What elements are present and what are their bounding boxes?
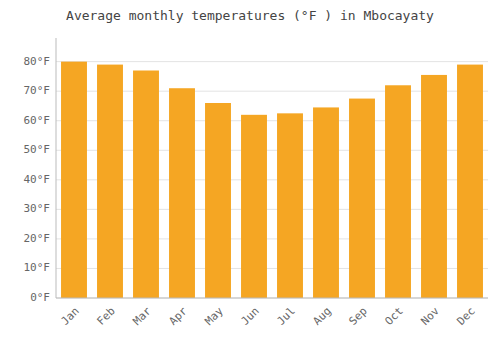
y-tick-label: 0°F: [30, 291, 50, 304]
bar: [133, 71, 159, 299]
grid: [56, 62, 488, 298]
y-tick-label: 70°F: [24, 84, 51, 97]
y-axis-line: [56, 38, 57, 298]
bar: [349, 99, 375, 298]
x-tick-label: Jul: [275, 305, 298, 328]
chart-container: 0°F 10°F 20°F 30°F 40°F 50°F 60°F 70°F 80°F Jan Fe…: [0, 0, 500, 350]
y-tick-label: 60°F: [24, 114, 51, 127]
bar: [169, 88, 195, 298]
y-tick-label: 10°F: [24, 261, 51, 274]
x-axis: Jan Feb Mar Apr May Jun Jul Aug Sep Oct Nov Dec: [56, 298, 488, 328]
bar: [385, 85, 411, 298]
x-tick-label: Apr: [167, 304, 191, 328]
bar: [421, 75, 447, 298]
y-axis: 0°F 10°F 20°F 30°F 40°F 50°F 60°F 70°F 80°F: [24, 38, 57, 304]
x-tick-label: Sep: [347, 305, 370, 328]
x-tick-label: Aug: [311, 305, 334, 328]
bars: [61, 62, 483, 298]
grid-line: [56, 298, 488, 299]
grid-line: [56, 61, 488, 62]
x-tick-label: Nov: [419, 304, 443, 328]
y-tick-label: 30°F: [24, 202, 51, 215]
x-tick-label: Feb: [95, 305, 118, 328]
y-tick-label: 40°F: [24, 173, 51, 186]
chart-title: Average monthly temperatures (°F ) in Mb…: [66, 8, 434, 23]
bar: [205, 103, 231, 298]
x-tick-label: Mar: [131, 304, 155, 328]
x-tick-label: Jan: [59, 305, 82, 328]
x-tick-label: May: [203, 304, 227, 328]
bar: [61, 62, 87, 298]
x-tick-label: Oct: [383, 305, 406, 328]
x-tick-label: Dec: [455, 305, 478, 328]
bar: [313, 107, 339, 298]
y-tick-label: 50°F: [24, 143, 51, 156]
x-axis-line: [56, 298, 488, 299]
y-tick-label: 80°F: [24, 55, 51, 68]
bar: [277, 113, 303, 298]
bar: [241, 115, 267, 298]
y-tick-label: 20°F: [24, 232, 51, 245]
x-tick-label: Jun: [239, 305, 262, 328]
bar: [457, 65, 483, 298]
bar: [97, 65, 123, 298]
chart-svg: 0°F 10°F 20°F 30°F 40°F 50°F 60°F 70°F 80°F Jan Fe…: [0, 0, 500, 350]
